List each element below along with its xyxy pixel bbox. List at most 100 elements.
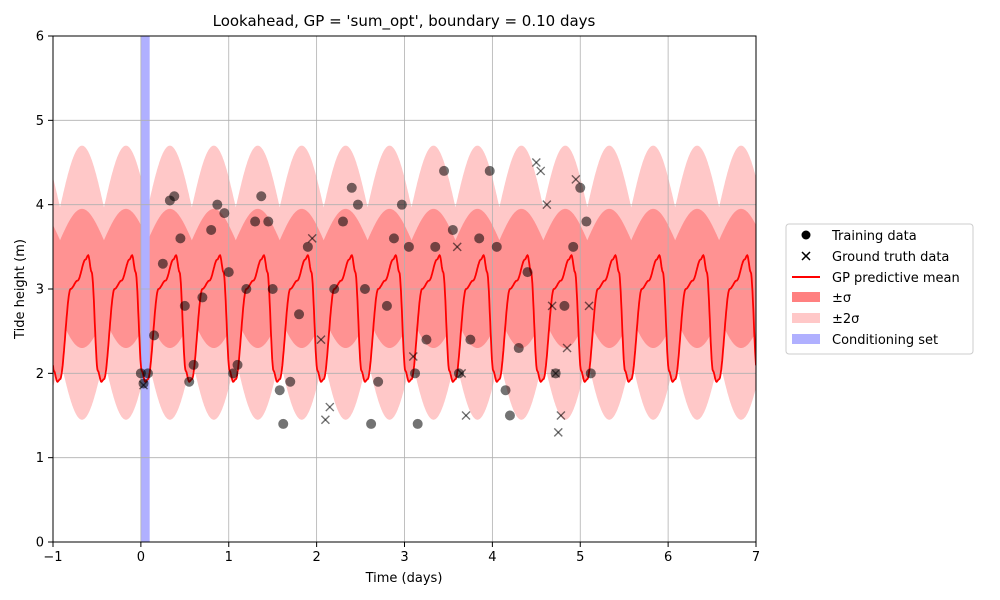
ground-truth-point [531, 158, 541, 167]
y-tick-label: 5 [36, 114, 44, 129]
training-points [135, 165, 596, 429]
legend: Training data Ground truth data GP predi… [785, 223, 974, 355]
plot-area [53, 36, 756, 542]
legend-marker-sigma [792, 292, 820, 302]
ground-truth-point [307, 233, 317, 243]
training-point [559, 300, 570, 311]
training-point [274, 385, 285, 396]
training-point [412, 418, 423, 429]
training-point [453, 368, 464, 379]
training-point [135, 368, 146, 379]
training-point [232, 359, 243, 370]
x-tick-label: 7 [752, 550, 760, 565]
training-point [184, 376, 195, 387]
ground-truth-point [316, 335, 326, 345]
legend-box [785, 223, 974, 355]
legend-label-ground-truth: Ground truth data [832, 250, 949, 265]
training-point [267, 284, 278, 294]
training-point [410, 368, 421, 379]
training-point [568, 241, 579, 252]
training-point [484, 165, 495, 176]
training-point [352, 199, 363, 210]
training-point [329, 284, 340, 294]
y-axis-label: Tide height (m) [13, 239, 28, 340]
ground-truth-point [542, 200, 552, 210]
training-point [169, 191, 180, 202]
y-tick-label: 6 [36, 30, 44, 45]
y-tick-label: 1 [36, 451, 44, 466]
x-tick-label: 2 [312, 550, 320, 565]
x-tick-label: −1 [43, 550, 62, 565]
legend-marker-conditioning [792, 334, 820, 344]
training-point [250, 216, 261, 227]
y-tick-label: 3 [36, 283, 44, 298]
y-tick-label: 0 [36, 536, 44, 551]
training-point [522, 267, 533, 278]
training-point [142, 368, 153, 379]
training-point [302, 241, 313, 252]
ground-truth-point [553, 427, 563, 437]
training-point [188, 359, 199, 370]
ground-truth-point [461, 411, 471, 420]
ground-truth-point [547, 301, 557, 311]
x-axis-label: Time (days) [365, 571, 443, 586]
training-point [513, 343, 524, 354]
x-tick-label: 0 [137, 550, 145, 565]
legend-label-conditioning: Conditioning set [832, 333, 938, 348]
training-point [285, 376, 296, 387]
training-point [447, 224, 458, 235]
training-point [500, 385, 511, 396]
legend-label-sigma: ±σ [832, 291, 851, 306]
x-tick-label: 5 [576, 550, 584, 565]
training-point [373, 376, 384, 387]
training-point [228, 368, 239, 379]
training-point [206, 224, 217, 235]
training-point [337, 216, 348, 227]
gp-mean-line [53, 253, 756, 383]
ground-truth-point [556, 411, 566, 420]
ground-truth-point [562, 343, 572, 353]
ground-truth-point [584, 301, 594, 311]
ground-truth-point [408, 351, 418, 361]
training-point [294, 309, 305, 320]
training-point [575, 182, 586, 193]
ground-truth-point [325, 402, 335, 412]
training-point [585, 368, 596, 379]
training-point [430, 241, 441, 252]
ground-truth-point [452, 242, 462, 252]
training-point [388, 233, 399, 244]
training-point [223, 267, 234, 278]
training-point [396, 199, 407, 210]
chart-title: Lookahead, GP = 'sum_opt', boundary = 0.… [213, 12, 596, 31]
ground-truth-point [571, 174, 581, 184]
training-point [504, 410, 515, 421]
x-tick-label: 1 [225, 550, 233, 565]
training-point [381, 300, 392, 311]
legend-marker-training [801, 230, 811, 240]
training-point [157, 258, 168, 269]
y-tick-label: 2 [36, 367, 44, 382]
legend-label-gp-mean: GP predictive mean [832, 271, 960, 286]
training-point [263, 216, 274, 227]
training-point [256, 191, 267, 202]
legend-label-two-sigma: ±2σ [832, 312, 859, 327]
y-tick-label: 4 [36, 198, 44, 213]
training-point [241, 284, 252, 294]
ground-truth-point [536, 166, 546, 176]
training-point [212, 199, 223, 210]
training-point [278, 418, 289, 429]
training-point [197, 292, 208, 303]
training-point [346, 182, 357, 193]
training-point [465, 334, 476, 345]
training-point [359, 284, 370, 294]
x-axis: −1 0 1 2 3 4 5 6 7 [43, 542, 760, 565]
training-point [219, 208, 230, 219]
x-tick-label: 6 [664, 550, 672, 565]
training-point [366, 418, 377, 429]
training-point [491, 241, 502, 252]
training-point [474, 233, 485, 244]
x-tick-label: 4 [488, 550, 496, 565]
training-point [179, 300, 190, 311]
training-point [439, 165, 450, 176]
